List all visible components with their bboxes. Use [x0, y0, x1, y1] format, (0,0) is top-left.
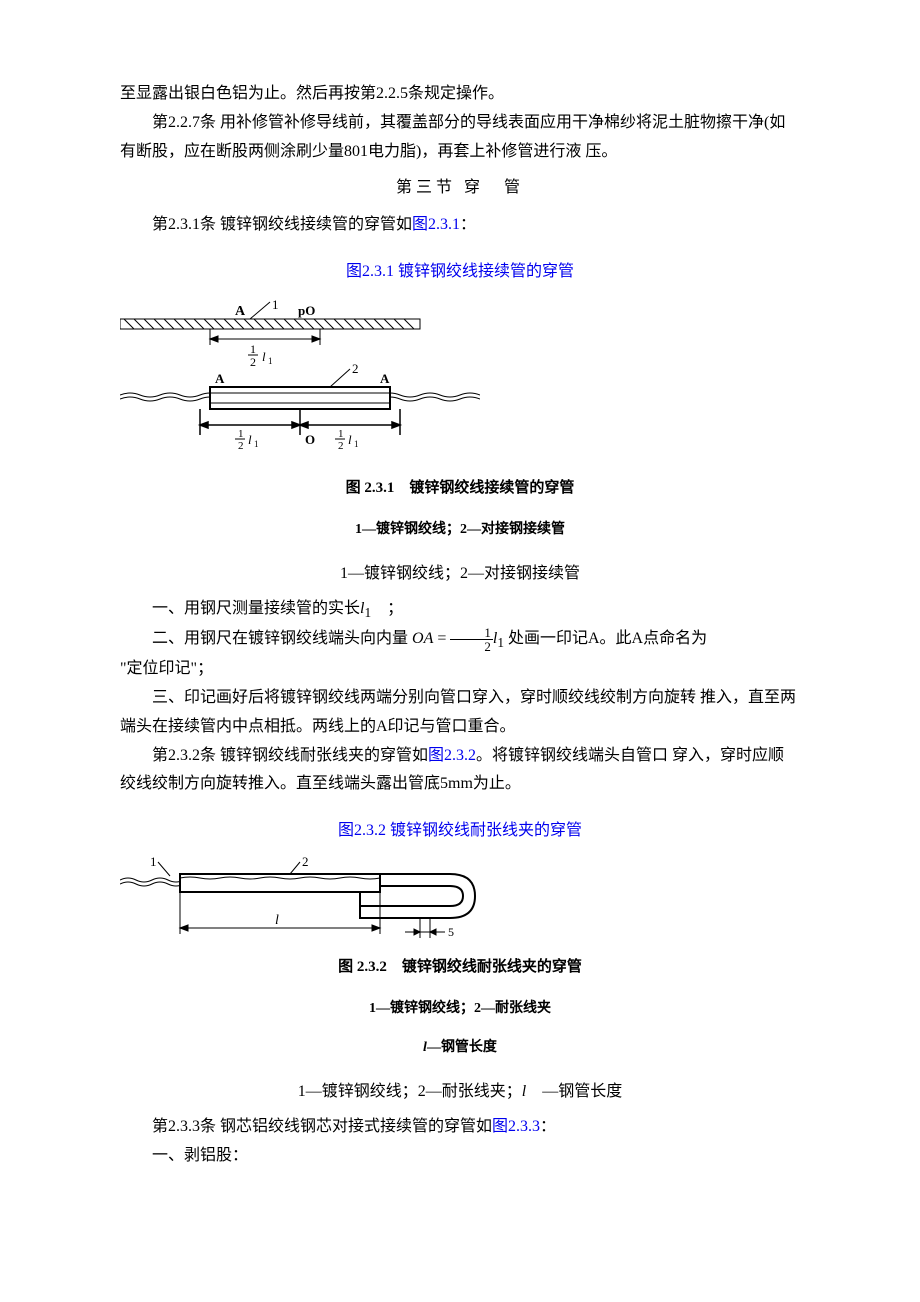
- label-2-232: 2: [302, 856, 309, 869]
- label-1-232: 1: [150, 856, 157, 869]
- label-O: O: [305, 432, 315, 447]
- link-fig-2-3-3[interactable]: 图2.3.3: [492, 1118, 540, 1135]
- item2-eq: =: [433, 630, 450, 647]
- item1-suffix: ；: [371, 600, 403, 617]
- para-2-3-3: 第2.3.3条 钢芯铝绞线钢芯对接式接续管的穿管如图2.3.3：: [120, 1113, 800, 1142]
- svg-text:l: l: [348, 432, 352, 447]
- svg-text:1: 1: [338, 428, 344, 440]
- fig232-desc-prefix: 1—镀锌钢绞线；2—耐张线夹；: [298, 1083, 522, 1100]
- label-l-232: l: [275, 913, 279, 928]
- item-2: 二、用钢尺在镀锌钢绞线端头向内量 OA = 12l1 处画一印记A。此A点命名为: [120, 625, 800, 655]
- svg-text:l: l: [262, 349, 266, 364]
- svg-text:1: 1: [268, 356, 273, 366]
- item2-frac: 12: [450, 626, 493, 653]
- svg-text:1: 1: [354, 439, 359, 449]
- item-3: 三、印记画好后将镀锌钢绞线两端分别向管口穿入，穿时顺绞线绞制方向旋转 推入，直至…: [120, 684, 800, 742]
- fig232-desc-suffix: —钢管长度: [526, 1083, 622, 1100]
- label-1-top: 1: [272, 297, 279, 312]
- para232-prefix: 第2.3.2条 镀锌钢绞线耐张线夹的穿管如: [152, 747, 428, 764]
- link-fig-2-3-2[interactable]: 图2.3.2: [428, 747, 476, 764]
- fig232-description: 1—镀锌钢绞线；2—耐张线夹；l —钢管长度: [120, 1078, 800, 1107]
- fig-231-caption-text: 图2.3.1 镀锌钢绞线接续管的穿管: [346, 263, 574, 280]
- fig231-embedded-sub: 1—镀锌钢绞线；2—对接钢接续管: [120, 517, 800, 542]
- label-A-top: A: [235, 304, 246, 319]
- colon-231: ：: [460, 216, 476, 233]
- para233-prefix: 第2.3.3条 钢芯铝绞线钢芯对接式接续管的穿管如: [152, 1118, 492, 1135]
- para-2-2-7: 第2.2.7条 用补修管补修导线前，其覆盖部分的导线表面应用干净棉纱将泥土脏物擦…: [120, 109, 800, 167]
- svg-text:2: 2: [338, 440, 344, 452]
- item2-suffix: 处画一印记A。此A点命名为: [504, 630, 707, 647]
- label-A-left: A: [215, 371, 225, 386]
- para-231-text: 第2.3.1条 镀锌钢绞线接续管的穿管如: [152, 216, 412, 233]
- svg-text:1: 1: [254, 439, 259, 449]
- fig232-embedded-title: 图 2.3.2 镀锌钢绞线耐张线夹的穿管: [120, 954, 800, 981]
- para-2-3-2: 第2.3.2条 镀锌钢绞线耐张线夹的穿管如图2.3.2。将镀锌钢绞线端头自管口 …: [120, 742, 800, 800]
- dim-top-frac: 1: [250, 342, 256, 356]
- label-2-bottom: 2: [352, 361, 359, 376]
- colon-233: ：: [540, 1118, 556, 1135]
- label-5-232: 5: [448, 925, 454, 939]
- fig232-embedded-sub2: l—钢管长度: [120, 1035, 800, 1060]
- fig-232-caption-text: 图2.3.2 镀锌钢绞线耐张线夹的穿管: [338, 822, 582, 839]
- section-3-title: 第三节 穿 管: [120, 174, 800, 203]
- fig-232-caption: 图2.3.2 镀锌钢绞线耐张线夹的穿管: [120, 817, 800, 846]
- item2-sub: 1: [497, 635, 504, 650]
- figure-2-3-1: A 1 pO 1 2 l 1: [120, 297, 800, 542]
- item-strip-al: 一、剥铝股：: [120, 1142, 800, 1171]
- svg-text:2: 2: [250, 355, 256, 369]
- svg-text:2: 2: [238, 440, 244, 452]
- svg-text:1: 1: [238, 428, 244, 440]
- fig231-description: 1—镀锌钢绞线；2—对接钢接续管: [120, 560, 800, 589]
- item2-prefix: 二、用钢尺在镀锌钢绞线端头向内量: [152, 630, 412, 647]
- item-2-line2: "定位印记"；: [120, 655, 800, 684]
- fig231-embedded-title: 图 2.3.1 镀锌钢绞线接续管的穿管: [120, 475, 800, 502]
- para-2-3-1: 第2.3.1条 镀锌钢绞线接续管的穿管如图2.3.1：: [120, 211, 800, 240]
- intro-paragraph: 至显露出银白色铝为止。然后再按第2.2.5条规定操作。: [120, 80, 800, 109]
- item1-prefix: 一、用钢尺测量接续管的实长: [152, 600, 360, 617]
- fig232-embedded-sub1: 1—镀锌钢绞线；2—耐张线夹: [120, 996, 800, 1021]
- item2-OA: OA: [412, 630, 433, 647]
- figure-2-3-2: 1 2 l 5 图 2.3.2 镀锌钢绞线耐张线夹的穿管 1—镀锌钢绞线；2—耐…: [120, 856, 800, 1060]
- label-A-right: A: [380, 371, 390, 386]
- link-fig-2-3-1[interactable]: 图2.3.1: [412, 216, 460, 233]
- fig-231-caption: 图2.3.1 镀锌钢绞线接续管的穿管: [120, 258, 800, 287]
- item-1: 一、用钢尺测量接续管的实长l1 ；: [120, 595, 800, 625]
- svg-text:l: l: [248, 432, 252, 447]
- label-pO: pO: [298, 303, 315, 318]
